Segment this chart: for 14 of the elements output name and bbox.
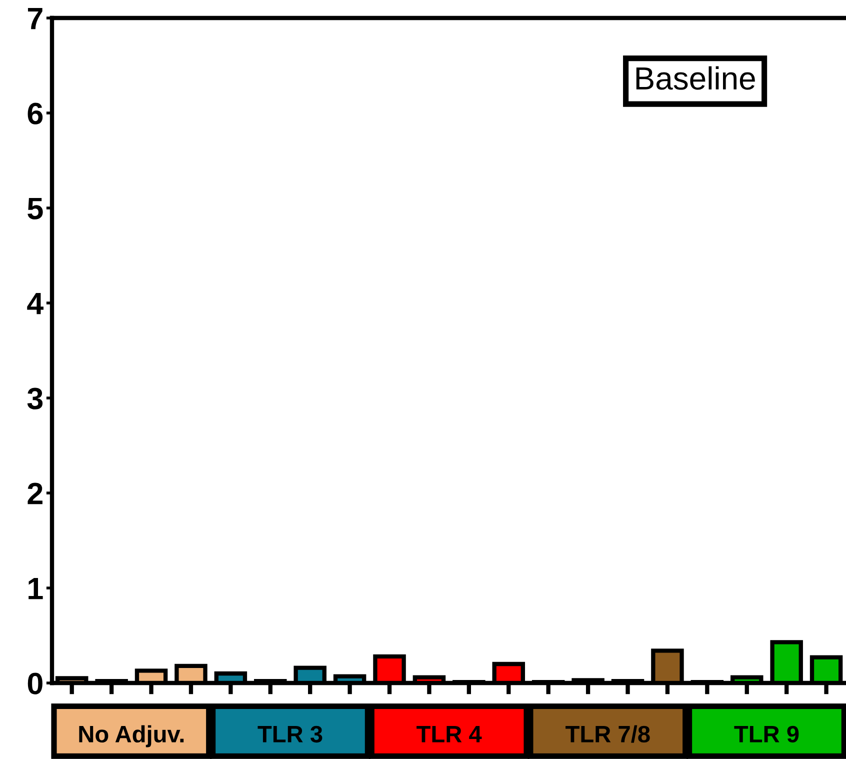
text: Baseline <box>636 66 755 90</box>
y-tick-label: 5 <box>28 198 43 220</box>
y-tick-label: 0 <box>28 672 42 694</box>
y-tick-label: 6 <box>28 102 43 124</box>
y-tick-label: 2 <box>28 482 42 504</box>
series-label: TLR 3 <box>258 726 322 743</box>
series-label: TLR 9 <box>734 726 799 743</box>
y-tick-label: 1 <box>28 578 43 600</box>
y-tick-label: 4 <box>27 293 44 314</box>
series-label: TLR 7/8 <box>566 725 650 743</box>
series-label: No Adjuv. <box>79 725 184 748</box>
y-tick-label: 3 <box>27 388 43 410</box>
series-label: TLR 4 <box>416 726 482 742</box>
y-tick-label: 7 <box>28 8 42 30</box>
